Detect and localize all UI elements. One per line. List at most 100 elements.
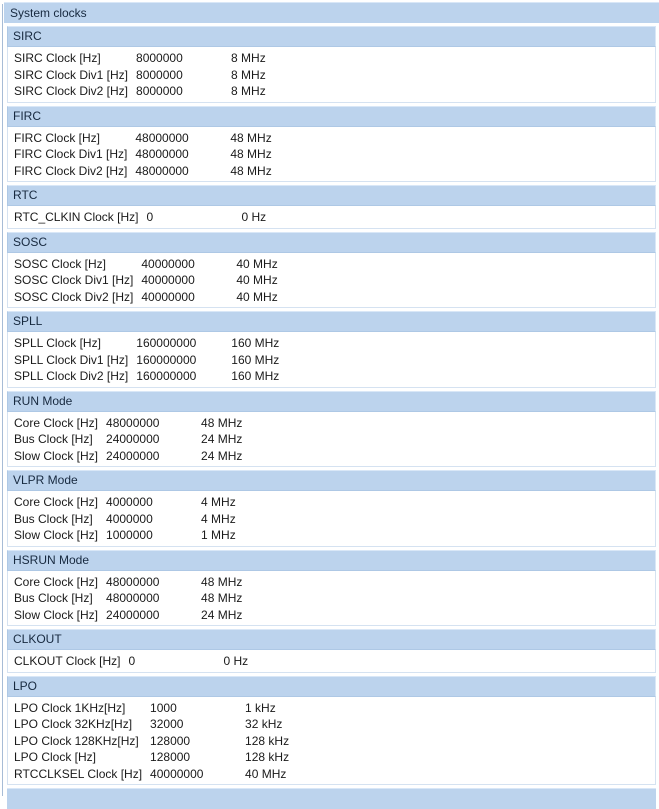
section-header-sirc[interactable]: SIRC: [7, 26, 656, 47]
section-header-rtc[interactable]: RTC: [7, 185, 656, 206]
clock-value-hz: 8000000: [136, 84, 183, 98]
sections-container: SIRC SIRC Clock [Hz] 8000000 8 MHz SIRC …: [7, 26, 656, 785]
clock-label: SPLL Clock Div1 [Hz]: [14, 352, 129, 367]
system-clocks-title-bar[interactable]: System clocks: [4, 2, 659, 23]
clock-label: SOSC Clock Div2 [Hz]: [14, 289, 134, 304]
clock-value-hz: 24000000: [106, 607, 160, 622]
clock-row: LPO Clock 128KHz[Hz] 128000 128 kHz: [14, 733, 289, 750]
clock-label: Core Clock [Hz]: [14, 495, 99, 509]
section-title: CLKOUT: [13, 632, 62, 646]
clock-value-display: 40 MHz: [236, 273, 278, 287]
section-firc: FIRC FIRC Clock [Hz] 48000000 48 MHz FIR…: [7, 105, 656, 182]
clock-value-hz: 160000000: [136, 352, 197, 367]
section-title: SOSC: [13, 234, 48, 249]
section-run-mode: RUN Mode Core Clock [Hz] 48000000 48 MHz…: [7, 390, 656, 467]
clock-label: Bus Clock [Hz]: [14, 511, 93, 526]
clock-row: FIRC Clock Div2 [Hz] 48000000 48 MHz: [14, 163, 272, 180]
section-header-vlpr-mode[interactable]: VLPR Mode: [7, 470, 656, 491]
clock-value-hz: 8000000: [136, 67, 183, 82]
clock-row: SIRC Clock Div2 [Hz] 8000000 8 MHz: [14, 83, 266, 100]
section-body-rtc: RTC_CLKIN Clock [Hz] 0 0 Hz: [7, 206, 656, 229]
clock-value-hz: 24000000: [106, 448, 160, 463]
clock-label: CLKOUT Clock [Hz]: [14, 654, 121, 668]
clock-row: SOSC Clock [Hz] 40000000 40 MHz: [14, 256, 278, 273]
clock-label: SOSC Clock [Hz]: [14, 256, 107, 271]
section-header-clkout[interactable]: CLKOUT: [7, 629, 656, 650]
clock-value-hz: 32000: [150, 717, 184, 731]
clock-value-display: 40 MHz: [245, 766, 287, 781]
clock-value-hz: 4000000: [106, 511, 153, 526]
clock-row: FIRC Clock Div1 [Hz] 48000000 48 MHz: [14, 146, 272, 163]
clock-value-hz: 40000000: [141, 256, 195, 271]
clock-label: RTCCLKSEL Clock [Hz]: [14, 766, 143, 781]
clock-row: CLKOUT Clock [Hz] 0 0 Hz: [14, 653, 248, 670]
clock-value-display: 160 MHz: [231, 336, 280, 350]
clock-value-display: 160 MHz: [231, 352, 280, 367]
clock-label: FIRC Clock [Hz]: [14, 130, 101, 145]
clock-value-hz: 40000000: [141, 273, 195, 287]
section-title: VLPR Mode: [13, 473, 78, 487]
next-section-header[interactable]: [7, 788, 656, 809]
clock-label: RTC_CLKIN Clock [Hz]: [14, 210, 139, 224]
clock-value-display: 24 MHz: [201, 607, 243, 622]
clock-row: SPLL Clock Div1 [Hz] 160000000 160 MHz: [14, 352, 279, 369]
clock-value-display: 128 kHz: [245, 733, 290, 748]
section-body-run-mode: Core Clock [Hz] 48000000 48 MHz Bus Cloc…: [7, 411, 656, 467]
clock-value-hz: 1000000: [106, 528, 153, 542]
section-body-spll: SPLL Clock [Hz] 160000000 160 MHz SPLL C…: [7, 332, 656, 388]
clock-row: Bus Clock [Hz] 24000000 24 MHz: [14, 431, 242, 448]
clock-value-hz: 128000: [150, 750, 191, 764]
section-header-spll[interactable]: SPLL: [7, 311, 656, 332]
clock-row: Bus Clock [Hz] 4000000 4 MHz: [14, 511, 236, 528]
panel-left-edge: [2, 4, 3, 796]
section-title: FIRC: [13, 108, 41, 123]
section-sosc: SOSC SOSC Clock [Hz] 40000000 40 MHz SOS…: [7, 231, 656, 308]
section-title: RTC: [13, 188, 38, 202]
clock-label: SIRC Clock [Hz]: [14, 51, 101, 65]
section-sirc: SIRC SIRC Clock [Hz] 8000000 8 MHz SIRC …: [7, 26, 656, 103]
clock-row: SOSC Clock Div1 [Hz] 40000000 40 MHz: [14, 272, 278, 289]
clock-value-hz: 48000000: [106, 574, 160, 589]
section-body-sirc: SIRC Clock [Hz] 8000000 8 MHz SIRC Clock…: [7, 47, 656, 103]
clock-label: SIRC Clock Div1 [Hz]: [14, 67, 129, 82]
section-body-vlpr-mode: Core Clock [Hz] 4000000 4 MHz Bus Clock …: [7, 491, 656, 547]
clock-row: LPO Clock 1KHz[Hz] 1000 1 kHz: [14, 700, 289, 717]
clock-value-display: 4 MHz: [201, 495, 236, 509]
section-header-hsrun-mode[interactable]: HSRUN Mode: [7, 549, 656, 571]
clock-row: Core Clock [Hz] 4000000 4 MHz: [14, 494, 236, 511]
clock-row: Slow Clock [Hz] 24000000 24 MHz: [14, 448, 242, 465]
clock-value-hz: 40000000: [150, 766, 204, 781]
clock-value-display: 48 MHz: [230, 130, 272, 145]
clock-row: SPLL Clock Div2 [Hz] 160000000 160 MHz: [14, 368, 279, 385]
clock-label: Bus Clock [Hz]: [14, 432, 93, 446]
clock-value-hz: 48000000: [135, 130, 189, 145]
clock-label: LPO Clock [Hz]: [14, 750, 97, 764]
section-title: HSRUN Mode: [13, 552, 90, 567]
section-body-lpo: LPO Clock 1KHz[Hz] 1000 1 kHz LPO Clock …: [7, 696, 656, 785]
section-header-firc[interactable]: FIRC: [7, 105, 656, 127]
clock-value-display: 24 MHz: [201, 432, 243, 446]
section-header-sosc[interactable]: SOSC: [7, 231, 656, 253]
clock-row: SIRC Clock Div1 [Hz] 8000000 8 MHz: [14, 67, 266, 84]
section-title: LPO: [13, 678, 38, 693]
clock-value-display: 4 MHz: [201, 511, 236, 526]
section-header-run-mode[interactable]: RUN Mode: [7, 390, 656, 412]
clock-value-display: 24 MHz: [201, 448, 243, 463]
clock-value-display: 160 MHz: [231, 369, 280, 383]
section-title: RUN Mode: [13, 393, 73, 408]
clock-label: Slow Clock [Hz]: [14, 448, 99, 463]
clock-label: FIRC Clock Div1 [Hz]: [14, 147, 128, 161]
clock-row: LPO Clock 32KHz[Hz] 32000 32 kHz: [14, 716, 289, 733]
clock-row: RTC_CLKIN Clock [Hz] 0 0 Hz: [14, 209, 266, 226]
clock-value-hz: 40000000: [141, 289, 195, 304]
clock-value-hz: 48000000: [135, 147, 189, 161]
clock-value-hz: 128000: [150, 733, 191, 748]
clock-label: LPO Clock 32KHz[Hz]: [14, 717, 133, 731]
clock-label: SPLL Clock Div2 [Hz]: [14, 369, 129, 383]
section-vlpr-mode: VLPR Mode Core Clock [Hz] 4000000 4 MHz …: [7, 470, 656, 547]
clock-row: SOSC Clock Div2 [Hz] 40000000 40 MHz: [14, 289, 278, 306]
clock-row: Slow Clock [Hz] 24000000 24 MHz: [14, 607, 242, 624]
section-header-lpo[interactable]: LPO: [7, 675, 656, 697]
clock-label: LPO Clock 128KHz[Hz]: [14, 733, 139, 748]
clock-value-hz: 0: [146, 210, 154, 224]
